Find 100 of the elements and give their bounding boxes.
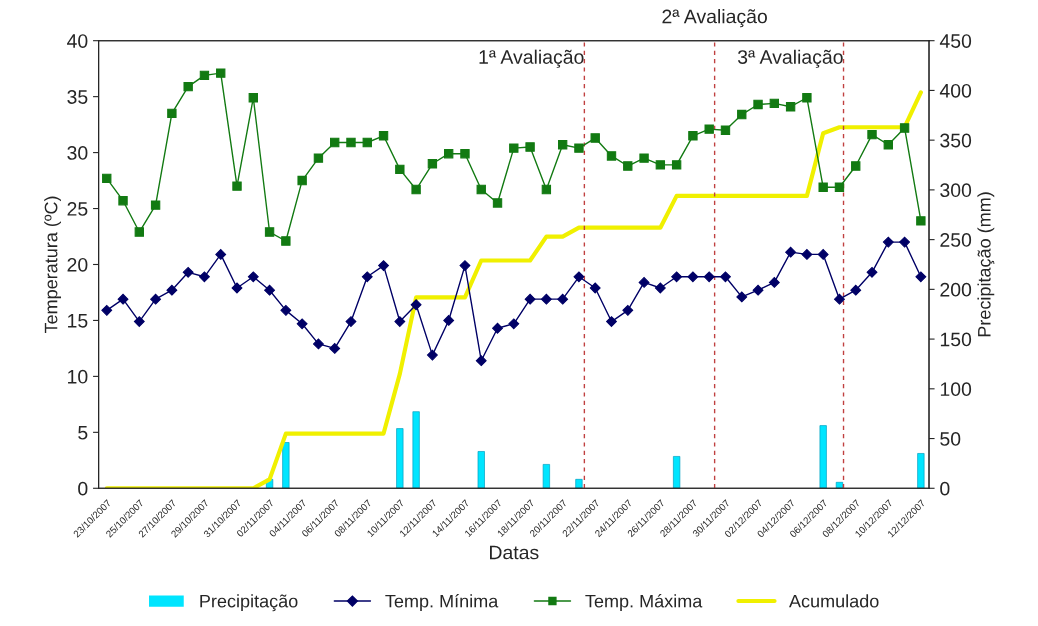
point bbox=[541, 184, 552, 195]
y-tick-label: 25 bbox=[67, 202, 88, 216]
point bbox=[671, 160, 682, 170]
y-axis-title: Temperatura (ºC) bbox=[44, 196, 62, 334]
point bbox=[703, 271, 715, 283]
point bbox=[216, 68, 226, 78]
point bbox=[426, 349, 438, 361]
point bbox=[509, 143, 519, 153]
y2-tick-label: 250 bbox=[940, 233, 972, 247]
point bbox=[720, 125, 731, 135]
point bbox=[199, 70, 210, 81]
point bbox=[329, 342, 341, 354]
point bbox=[590, 133, 600, 143]
point bbox=[768, 276, 780, 288]
point bbox=[557, 293, 569, 305]
point bbox=[638, 276, 650, 288]
point bbox=[688, 131, 698, 141]
point bbox=[297, 175, 307, 186]
point bbox=[133, 316, 145, 327]
point bbox=[281, 236, 291, 246]
point bbox=[182, 266, 194, 278]
point bbox=[916, 216, 926, 226]
ref-line-label: 2ª Avaliação bbox=[662, 9, 767, 28]
point bbox=[704, 124, 714, 134]
y-tick-label: 40 bbox=[67, 34, 88, 48]
point bbox=[802, 93, 812, 103]
point bbox=[345, 316, 357, 327]
y2-tick-label: 400 bbox=[939, 83, 972, 98]
point bbox=[443, 149, 454, 159]
point bbox=[101, 304, 113, 316]
legend-label: Temp. Mínima bbox=[385, 594, 499, 612]
point bbox=[540, 293, 552, 305]
bar bbox=[819, 425, 827, 489]
y-tick-label: 20 bbox=[67, 257, 88, 272]
point bbox=[346, 137, 356, 148]
point bbox=[573, 271, 585, 283]
point bbox=[312, 338, 324, 350]
y2-tick-label: 150 bbox=[940, 332, 972, 347]
y-tick-label: 10 bbox=[68, 369, 88, 384]
point bbox=[737, 109, 747, 120]
point bbox=[834, 182, 845, 192]
y2-tick-label: 200 bbox=[940, 282, 972, 297]
point bbox=[817, 248, 829, 260]
point bbox=[280, 304, 292, 316]
legend-label: Temp. Máxima bbox=[585, 594, 703, 612]
point bbox=[459, 260, 471, 272]
point bbox=[102, 173, 112, 184]
point bbox=[394, 316, 406, 327]
y-tick-label: 5 bbox=[78, 426, 88, 440]
point bbox=[736, 291, 748, 303]
point bbox=[867, 130, 877, 140]
point bbox=[899, 236, 911, 248]
point bbox=[492, 322, 503, 334]
point bbox=[378, 260, 389, 272]
point bbox=[785, 246, 797, 258]
point bbox=[362, 137, 372, 148]
y-tick-label: 0 bbox=[78, 481, 88, 496]
bar bbox=[917, 453, 925, 489]
point bbox=[606, 316, 617, 327]
point bbox=[785, 102, 796, 112]
point bbox=[199, 271, 210, 283]
y2-tick-label: 100 bbox=[940, 382, 972, 397]
point bbox=[313, 153, 324, 163]
y-tick-label: 35 bbox=[67, 90, 88, 104]
point bbox=[850, 284, 862, 296]
point bbox=[117, 293, 129, 305]
point bbox=[296, 318, 308, 330]
point bbox=[492, 198, 503, 208]
point bbox=[834, 293, 845, 305]
y2-axis-title: Precipitação (mm) bbox=[977, 192, 995, 337]
point bbox=[378, 131, 389, 141]
bar bbox=[282, 442, 290, 489]
point bbox=[899, 123, 910, 133]
y2-tick-label: 50 bbox=[940, 432, 961, 446]
point bbox=[525, 142, 535, 152]
point bbox=[395, 164, 405, 175]
point bbox=[883, 140, 893, 150]
bar bbox=[542, 464, 550, 489]
point bbox=[167, 108, 177, 119]
legend-label: Precipitação bbox=[200, 594, 298, 612]
point bbox=[361, 271, 373, 283]
point bbox=[623, 161, 633, 171]
point bbox=[769, 98, 780, 109]
point bbox=[687, 271, 699, 283]
point bbox=[118, 196, 128, 206]
y-tick-label: 15 bbox=[68, 314, 88, 328]
ref-line-label: 1ª Avaliação bbox=[479, 49, 584, 68]
point bbox=[476, 184, 486, 195]
point bbox=[215, 248, 227, 260]
point bbox=[818, 182, 828, 192]
point bbox=[524, 293, 536, 305]
bar bbox=[477, 451, 485, 489]
line-series bbox=[104, 90, 923, 489]
point bbox=[264, 284, 276, 296]
point bbox=[655, 160, 666, 170]
point bbox=[183, 81, 193, 92]
point bbox=[589, 282, 601, 294]
point bbox=[606, 151, 617, 161]
point bbox=[443, 315, 455, 326]
bar bbox=[396, 428, 404, 489]
